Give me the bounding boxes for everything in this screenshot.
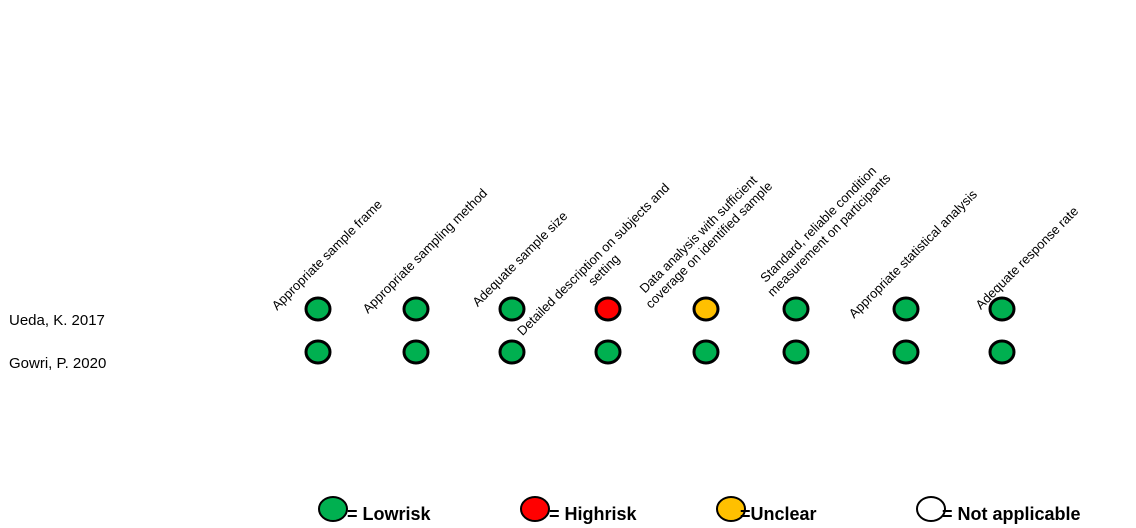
legend-label: = Not applicable xyxy=(942,504,1081,524)
legend: = Lowrisk = Highrisk =Unclear = Not applica… xyxy=(318,496,1081,524)
legend-label: =Unclear xyxy=(740,504,817,524)
column-header-line: Detailed description on subjects and xyxy=(514,180,672,338)
legend-swatch-na xyxy=(916,496,946,522)
study-rows: Ueda, K. 2017 Gowri, P. 2020 xyxy=(9,296,1016,372)
rating-dot-low xyxy=(594,339,622,365)
rating-dot-low xyxy=(402,296,430,322)
rating-dot-low xyxy=(988,339,1016,365)
rating-dot-low xyxy=(692,339,720,365)
rating-dot-low xyxy=(782,339,810,365)
legend-label: = Highrisk xyxy=(549,504,638,524)
rating-dot-low xyxy=(892,339,920,365)
column-header-line: measurement on participants xyxy=(764,170,894,300)
column-header-text: Appropriate sample frame xyxy=(269,197,385,313)
rating-dot-low xyxy=(304,339,332,365)
study-row: Gowri, P. 2020 xyxy=(9,339,1016,372)
column-header: Appropriate sample frame xyxy=(269,197,385,313)
legend-item-na: = Not applicable xyxy=(916,496,1081,524)
legend-swatch-low xyxy=(318,496,348,522)
study-name: Ueda, K. 2017 xyxy=(9,312,105,329)
rating-dot-low xyxy=(988,296,1016,322)
study-name: Gowri, P. 2020 xyxy=(9,355,106,372)
legend-item-low: = Lowrisk xyxy=(318,496,432,524)
column-header-line: Adequate response rate xyxy=(972,203,1081,312)
legend-swatch-high xyxy=(520,496,550,522)
column-header-text: Adequate response rate xyxy=(972,203,1081,312)
rating-dot-low xyxy=(892,296,920,322)
column-header-text: Standard, reliable conditionmeasurement … xyxy=(754,159,894,299)
legend-swatch-unclear xyxy=(716,496,746,522)
rating-dot-low xyxy=(498,339,526,365)
study-row: Ueda, K. 2017 xyxy=(9,296,1016,329)
rating-dot-low xyxy=(304,296,332,322)
rating-dot-low xyxy=(498,296,526,322)
column-header: Standard, reliable conditionmeasurement … xyxy=(754,159,894,299)
rating-dot-high xyxy=(594,296,622,322)
rating-dot-low xyxy=(402,339,430,365)
rating-dot-unclear xyxy=(692,296,720,322)
column-header-line: Appropriate sample frame xyxy=(269,197,385,313)
rating-dot-low xyxy=(782,296,810,322)
legend-label: = Lowrisk xyxy=(347,504,432,524)
column-header: Adequate response rate xyxy=(972,203,1081,312)
legend-item-unclear: =Unclear xyxy=(716,496,817,524)
legend-item-high: = Highrisk xyxy=(520,496,638,524)
column-header-line: Standard, reliable condition xyxy=(757,163,879,285)
